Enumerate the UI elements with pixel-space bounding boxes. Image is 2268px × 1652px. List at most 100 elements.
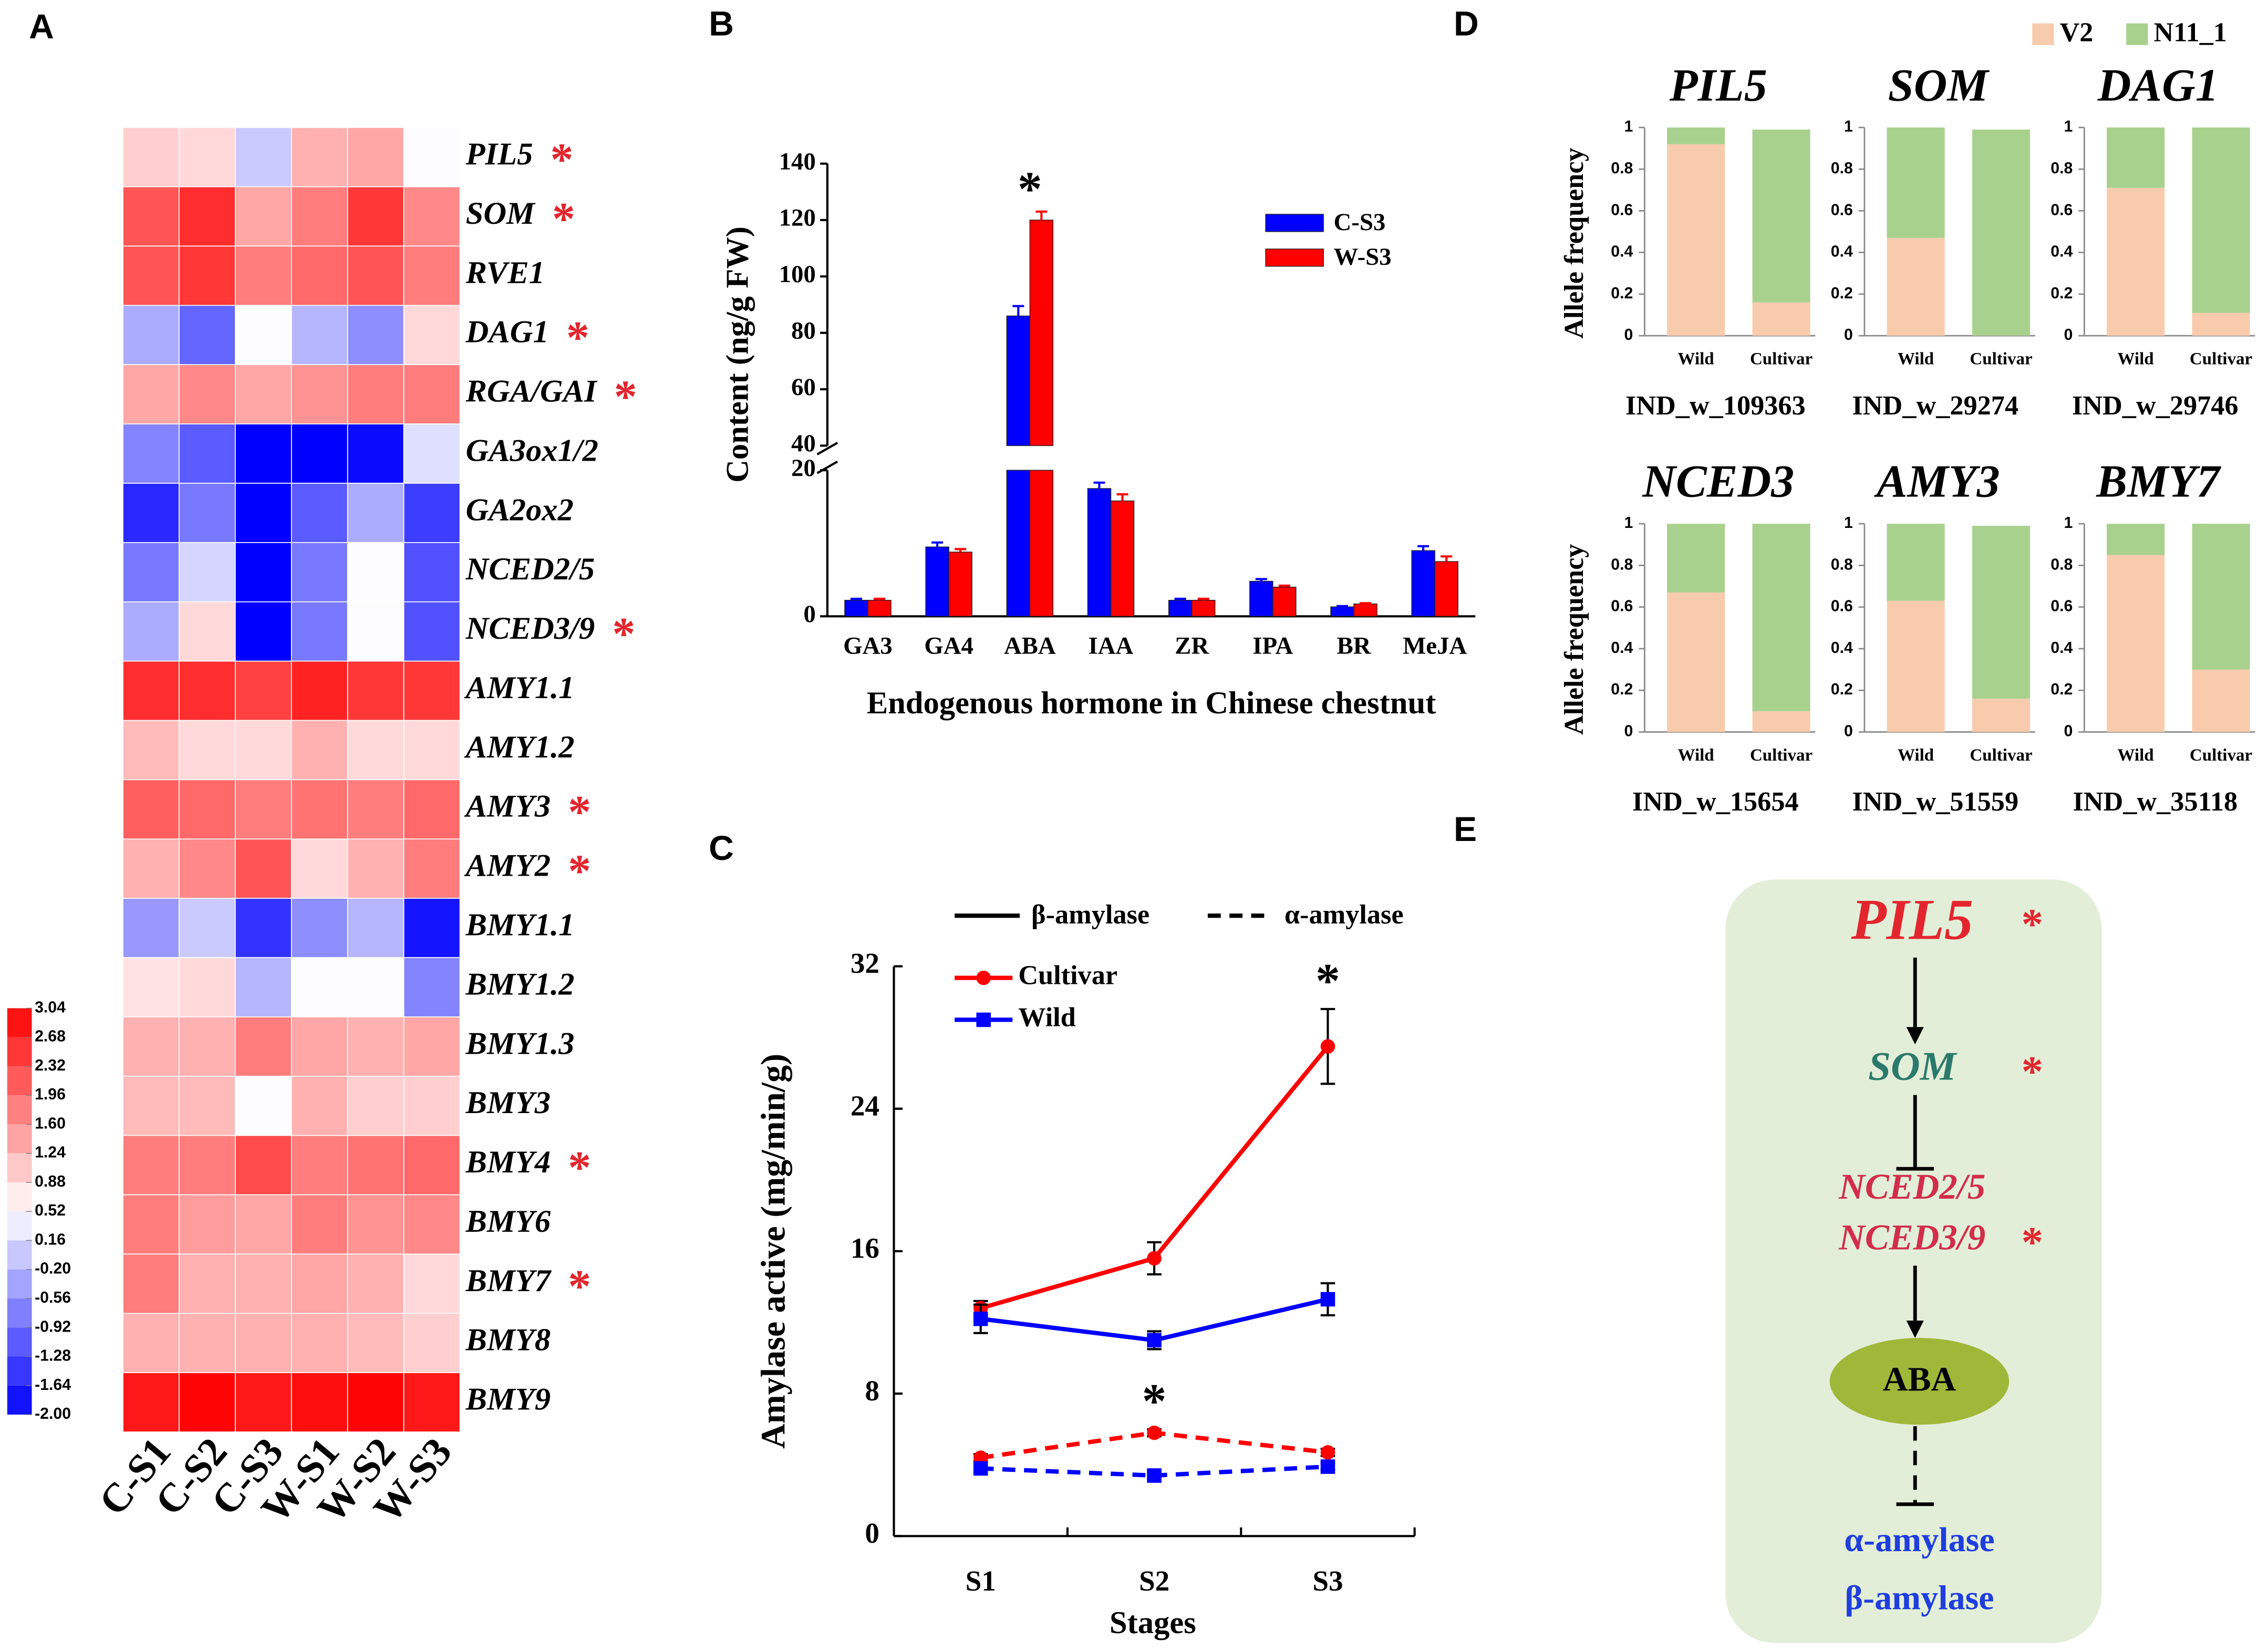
row-label: GA2ox2 <box>466 492 574 527</box>
panel-label: D <box>1454 4 1479 43</box>
y-tick-label: 24 <box>851 1089 879 1121</box>
heat-cell <box>235 779 292 840</box>
colorbar-label: 0.16 <box>35 1231 66 1248</box>
y-tick-label: 0 <box>1624 723 1633 740</box>
heat-cell <box>179 1075 236 1136</box>
legend-swatch <box>1265 214 1324 232</box>
error-bar <box>873 597 885 600</box>
heat-cell <box>235 127 292 188</box>
x-tick-label: GA4 <box>924 632 974 660</box>
axis-break <box>816 442 838 455</box>
colorbar-swatch <box>7 1240 32 1270</box>
marker <box>1147 1468 1162 1483</box>
heat-cell <box>291 245 348 306</box>
heat-cell <box>403 245 461 306</box>
row-label: BMY7 <box>465 1263 552 1298</box>
heat-cell <box>347 1075 405 1136</box>
heat-cell <box>347 245 405 306</box>
x-tick-label: ZR <box>1175 632 1209 660</box>
marker <box>976 1012 991 1027</box>
y-tick-label: 0.4 <box>1831 639 1853 657</box>
row-mark: * <box>568 846 591 897</box>
row-mark: * <box>612 608 635 660</box>
node-label: NCED3/9 <box>1838 1217 1985 1257</box>
colorbar-label: 0.88 <box>35 1173 66 1190</box>
heat-cell <box>291 1135 348 1196</box>
row-mark: * <box>566 312 589 363</box>
heat-cell <box>122 779 180 840</box>
error-bar <box>1116 493 1128 501</box>
colorbar-label: -0.56 <box>35 1289 71 1306</box>
heat-cell <box>403 364 461 424</box>
bar-segment <box>1667 524 1725 593</box>
colorbar-label: 0.52 <box>35 1202 66 1219</box>
y-tick-label: 140 <box>779 148 816 175</box>
row-label: BMY1.2 <box>465 967 575 1002</box>
heat-cell <box>179 660 236 721</box>
heat-cell <box>179 898 236 958</box>
y-tick-label: 0.2 <box>1831 681 1853 698</box>
row-label: NCED2/5 <box>465 552 595 587</box>
heat-cell <box>291 127 348 188</box>
error-bar <box>1417 545 1430 551</box>
colorbar-swatch <box>7 1356 32 1386</box>
x-axis-label: IND_w_29274 <box>1852 390 2018 421</box>
x-tick-label: Cultivar <box>1970 350 2032 369</box>
marker <box>1147 1425 1162 1440</box>
error-bar <box>1197 597 1209 600</box>
bar <box>1249 580 1273 617</box>
y-tick-label: 0.4 <box>2050 639 2073 657</box>
heat-cell <box>179 186 236 247</box>
bar <box>925 546 949 617</box>
row-mark: * <box>568 1261 591 1312</box>
heat-cell <box>122 186 180 247</box>
heat-cell <box>235 1313 292 1374</box>
colorbar-label: -1.64 <box>35 1376 71 1394</box>
row-label: AMY1.2 <box>464 730 575 765</box>
y-tick-label: 0.6 <box>1611 201 1633 219</box>
heat-cell <box>122 1016 180 1077</box>
bar-segment <box>1887 237 1945 336</box>
heat-cell <box>347 483 405 543</box>
heat-cell <box>291 1194 348 1255</box>
heat-cell <box>291 601 348 662</box>
y-tick-label: 0 <box>1844 723 1853 740</box>
bar-segment <box>1972 129 2031 336</box>
x-axis-label: Endogenous hormone in Chinese chestnut <box>867 685 1436 721</box>
row-mark: * <box>552 193 575 245</box>
marker <box>1320 1292 1335 1307</box>
node-label: SOM <box>1868 1043 1958 1088</box>
heat-cell <box>179 423 236 484</box>
panel-title: BMY7 <box>2096 456 2221 507</box>
bar-segment <box>2192 669 2250 732</box>
colorbar-label: -1.28 <box>35 1347 71 1365</box>
y-tick-label: 0 <box>1844 326 1853 344</box>
x-tick-label: IPA <box>1252 632 1293 660</box>
y-tick-label: 1 <box>2064 118 2073 136</box>
heat-cell <box>235 838 292 899</box>
heat-cell <box>122 305 180 366</box>
heat-cell <box>291 779 348 840</box>
heat-cell <box>403 720 461 781</box>
node-mark: * <box>2022 1047 2043 1096</box>
row-label: AMY3 <box>464 789 551 824</box>
heat-cell <box>122 838 180 899</box>
error-bar <box>1255 578 1267 581</box>
heat-cell <box>179 779 236 840</box>
bar <box>1434 561 1458 617</box>
colorbar-swatch <box>7 1327 32 1357</box>
panel-label: B <box>709 4 734 43</box>
heat-cell <box>122 364 180 424</box>
bar-segment <box>1752 524 1810 711</box>
heat-cell <box>291 423 348 484</box>
heat-cell <box>403 305 461 366</box>
heat-cell <box>347 601 405 662</box>
annotation: * <box>1018 162 1042 216</box>
arrow-head <box>1906 1027 1924 1045</box>
panel-title: PIL5 <box>1669 59 1767 111</box>
y-tick-label: 0.2 <box>2050 285 2073 302</box>
y-tick-label: 100 <box>779 261 816 288</box>
legend-swatch <box>2126 23 2148 45</box>
heat-cell <box>291 1016 348 1077</box>
bar <box>1006 470 1030 617</box>
